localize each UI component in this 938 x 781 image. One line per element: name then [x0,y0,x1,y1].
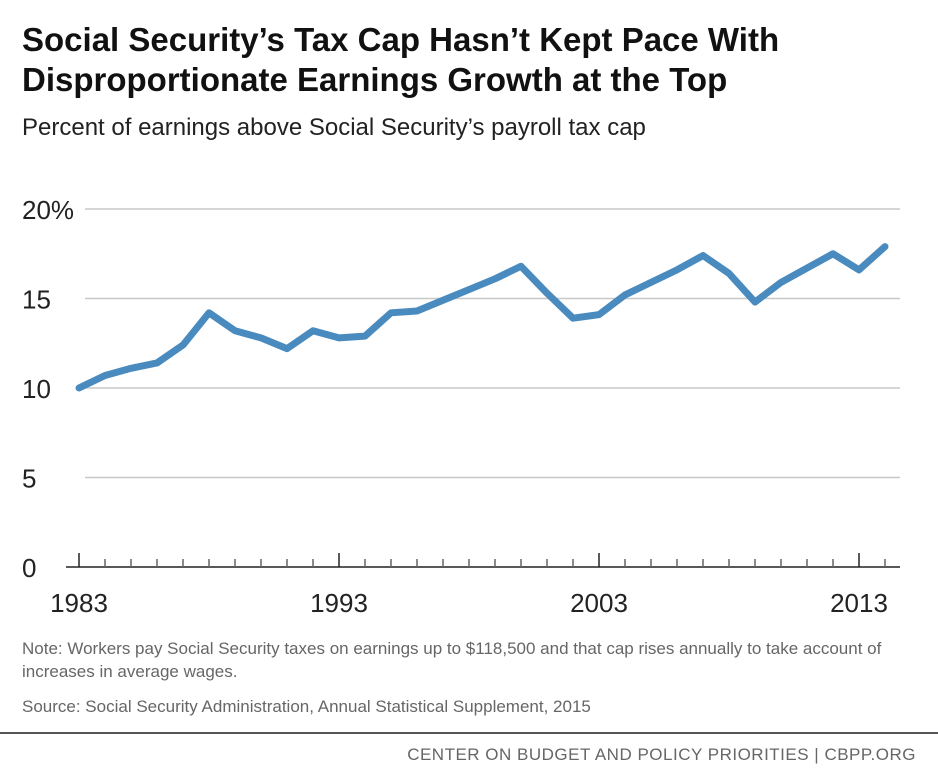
x-tick-label: 1983 [50,588,108,618]
y-tick-label: 20% [22,195,74,225]
x-tick-label: 1993 [310,588,368,618]
y-tick-label: 0 [22,553,36,583]
data-line [75,243,889,392]
chart-subtitle: Percent of earnings above Social Securit… [22,114,646,141]
chart-source: Source: Social Security Administration, … [22,697,591,716]
x-tick-label: 2013 [830,588,888,618]
footer-credit: CENTER ON BUDGET AND POLICY PRIORITIES |… [407,745,916,764]
line-chart: 0 5 10 15 20% 1983 1993 2003 2013 [22,195,900,618]
y-tick-label: 10 [22,374,51,404]
chart-note: Note: Workers pay Social Security taxes … [22,639,882,681]
x-tick-label: 2003 [570,588,628,618]
divider [0,732,938,734]
chart-title: Social Security’s Tax Cap Hasn’t Kept Pa… [22,21,780,98]
y-tick-label: 15 [22,285,51,315]
y-tick-label: 5 [22,464,36,494]
